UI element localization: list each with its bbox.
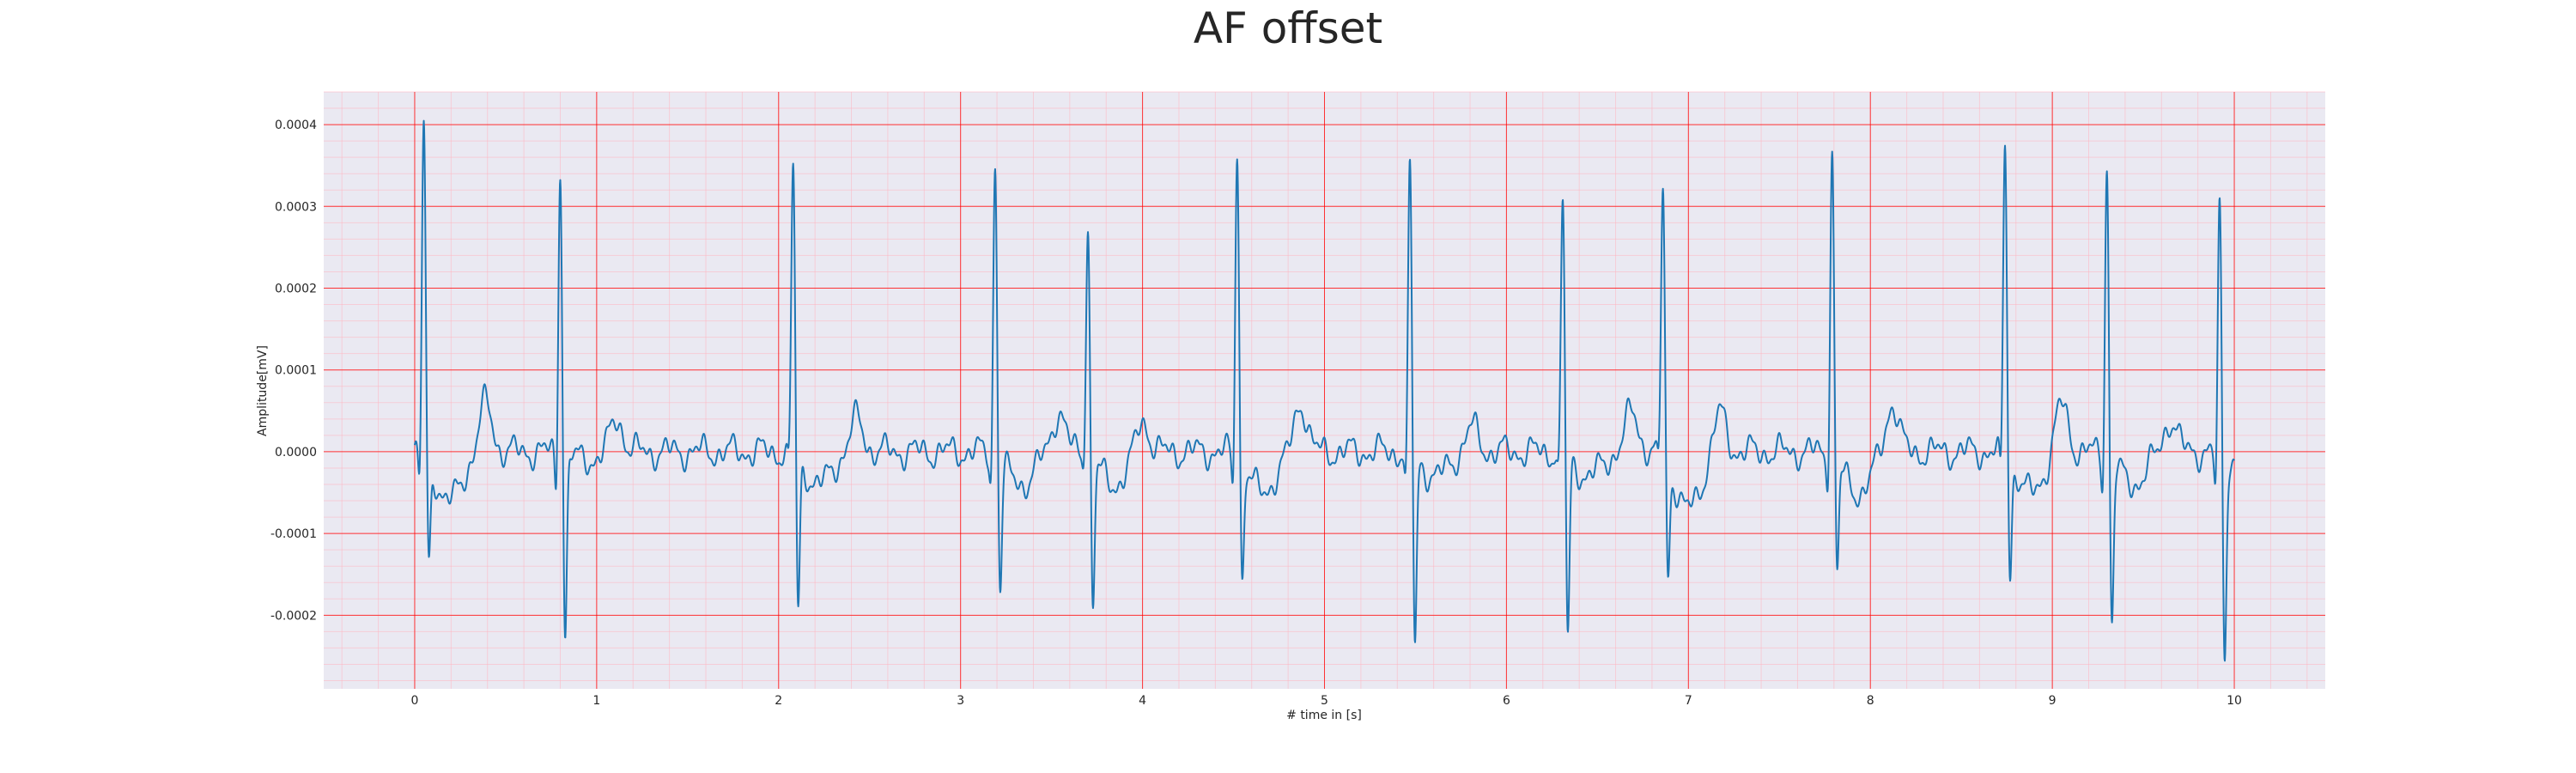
y-tick-label: 0.0000 [275, 446, 317, 460]
x-tick-label: 8 [1867, 694, 1874, 708]
y-tick-label: 0.0002 [275, 282, 317, 295]
x-tick-label: 1 [592, 694, 600, 708]
x-tick-label: 4 [1139, 694, 1146, 708]
y-tick-labels: -0.0002 -0.0001 0.0000 0.0001 0.0002 0.0003 0.… [270, 119, 317, 623]
y-tick-label: 0.0001 [275, 364, 317, 378]
y-tick-label: -0.0001 [270, 527, 317, 541]
y-tick-label: 0.0003 [275, 200, 317, 214]
x-tick-label: 9 [2049, 694, 2057, 708]
y-tick-label: -0.0002 [270, 609, 317, 623]
ecg-line [413, 119, 2235, 662]
x-tick-label: 7 [1685, 694, 1692, 708]
x-tick-label: 2 [775, 694, 782, 708]
ecg-series [413, 119, 2235, 662]
x-tick-label: 6 [1503, 694, 1510, 708]
x-axis-label: # time in [s] [1286, 709, 1362, 722]
y-axis-label: Amplitude[mV] [256, 345, 270, 436]
y-tick-label: 0.0004 [275, 119, 317, 132]
x-tick-labels: 0 1 2 3 4 5 6 7 8 9 10 [410, 694, 2241, 708]
x-tick-label: 10 [2227, 694, 2242, 708]
x-tick-label: 3 [957, 694, 964, 708]
x-tick-label: 0 [410, 694, 418, 708]
x-tick-label: 5 [1321, 694, 1328, 708]
chart-title: AF offset [1193, 3, 1383, 53]
